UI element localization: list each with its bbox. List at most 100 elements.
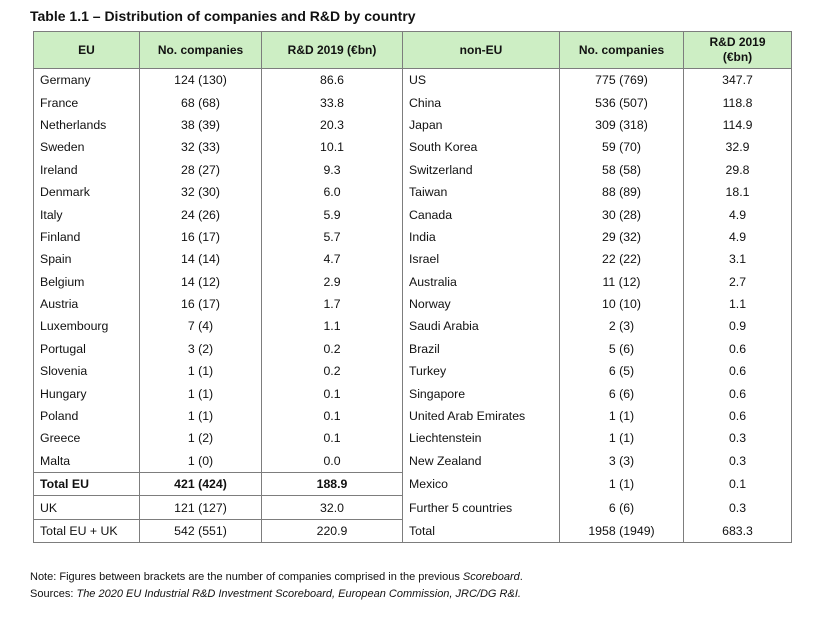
eu-rd-cell: 0.1 (261, 427, 403, 450)
eu-companies-cell: 14 (12) (139, 270, 262, 293)
noneu-rd-cell: 32.9 (683, 136, 792, 159)
noneu-companies-cell: 59 (70) (559, 136, 684, 159)
header-eu-rd: R&D 2019 (€bn) (261, 31, 403, 69)
table-title: Table 1.1 – Distribution of companies an… (30, 8, 416, 24)
eu-companies-cell: 1 (2) (139, 427, 262, 450)
noneu-country-cell: United Arab Emirates (402, 404, 560, 428)
eu-companies-cell: 1 (1) (139, 404, 262, 428)
table-row: Austria 16 (17) 1.7 Norway 10 (10) 1.1 (33, 292, 792, 316)
noneu-rd-cell: 29.8 (683, 158, 792, 181)
table-row: Italy 24 (26) 5.9 Canada 30 (28) 4.9 (33, 203, 792, 226)
noneu-companies-cell: 6 (6) (559, 495, 684, 520)
eu-country-cell: Italy (33, 203, 140, 226)
table-row: Total EU 421 (424) 188.9 Mexico 1 (1) 0.1 (33, 472, 792, 496)
table-row: Hungary 1 (1) 0.1 Singapore 6 (6) 0.6 (33, 382, 792, 405)
eu-companies-cell: 16 (17) (139, 225, 262, 249)
table-row: Sweden 32 (33) 10.1 South Korea 59 (70) 32.9 (33, 136, 792, 159)
header-noneu-rd-line1: R&D 2019 (709, 35, 766, 49)
data-table: EU No. companies R&D 2019 (€bn) non-EU N… (33, 31, 792, 544)
noneu-rd-cell: 0.6 (683, 360, 792, 383)
noneu-country-cell: Japan (402, 113, 560, 137)
eu-country-cell: Ireland (33, 158, 140, 181)
noneu-country-cell: Singapore (402, 382, 560, 405)
eu-companies-cell: 1 (1) (139, 382, 262, 405)
eu-companies-cell: 38 (39) (139, 113, 262, 137)
eu-companies-cell: 421 (424) (139, 472, 262, 496)
noneu-companies-cell: 1 (1) (559, 427, 684, 450)
noneu-companies-cell: 6 (5) (559, 360, 684, 383)
eu-rd-cell: 0.1 (261, 404, 403, 428)
eu-rd-cell: 2.9 (261, 270, 403, 293)
eu-rd-cell: 1.7 (261, 292, 403, 316)
table-row: Total EU + UK 542 (551) 220.9 Total 1958 (19… (33, 518, 792, 544)
noneu-companies-cell: 10 (10) (559, 292, 684, 316)
noneu-companies-cell: 536 (507) (559, 91, 684, 114)
noneu-country-cell: US (402, 68, 560, 92)
eu-rd-cell: 0.2 (261, 337, 403, 361)
eu-companies-cell: 542 (551) (139, 518, 262, 544)
header-noneu-rd-line2: (€bn) (722, 50, 753, 64)
table-row: Denmark 32 (30) 6.0 Taiwan 88 (89) 18.1 (33, 180, 792, 204)
table-row: Belgium 14 (12) 2.9 Australia 11 (12) 2.7 (33, 270, 792, 293)
noneu-companies-cell: 6 (6) (559, 382, 684, 405)
eu-country-cell: Sweden (33, 136, 140, 159)
table-row: Netherlands 38 (39) 20.3 Japan 309 (318) 114.… (33, 113, 792, 137)
noneu-country-cell: Israel (402, 248, 560, 271)
eu-companies-cell: 32 (33) (139, 136, 262, 159)
table-row: Germany 124 (130) 86.6 US 775 (769) 347.7 (33, 68, 792, 92)
eu-country-cell: Netherlands (33, 113, 140, 137)
table-row: Finland 16 (17) 5.7 India 29 (32) 4.9 (33, 225, 792, 249)
eu-country-cell: Slovenia (33, 360, 140, 383)
eu-country-cell: Total EU (33, 472, 140, 496)
noneu-rd-cell: 0.9 (683, 315, 792, 338)
noneu-companies-cell: 11 (12) (559, 270, 684, 293)
table-row: Malta 1 (0) 0.0 New Zealand 3 (3) 0.3 (33, 449, 792, 473)
noneu-country-cell: Further 5 countries (402, 495, 560, 520)
eu-country-cell: Finland (33, 225, 140, 249)
header-eu: EU (33, 31, 140, 69)
eu-country-cell: Malta (33, 449, 140, 473)
eu-rd-cell: 188.9 (261, 472, 403, 496)
eu-rd-cell: 0.2 (261, 360, 403, 383)
noneu-country-cell: India (402, 225, 560, 249)
eu-rd-cell: 5.9 (261, 203, 403, 226)
table-row: Portugal 3 (2) 0.2 Brazil 5 (6) 0.6 (33, 337, 792, 361)
eu-country-cell: Germany (33, 68, 140, 92)
noneu-country-cell: South Korea (402, 136, 560, 159)
eu-companies-cell: 124 (130) (139, 68, 262, 92)
eu-rd-cell: 0.1 (261, 382, 403, 405)
noneu-rd-cell: 4.9 (683, 225, 792, 249)
noneu-rd-cell: 0.6 (683, 404, 792, 428)
noneu-rd-cell: 347.7 (683, 68, 792, 92)
noneu-companies-cell: 1 (1) (559, 472, 684, 496)
noneu-country-cell: Canada (402, 203, 560, 226)
noneu-country-cell: Brazil (402, 337, 560, 361)
noneu-companies-cell: 22 (22) (559, 248, 684, 271)
eu-companies-cell: 16 (17) (139, 292, 262, 316)
eu-companies-cell: 1 (0) (139, 449, 262, 473)
eu-country-cell: Hungary (33, 382, 140, 405)
header-noneu-rd: R&D 2019 (€bn) (683, 31, 792, 69)
eu-companies-cell: 1 (1) (139, 360, 262, 383)
eu-country-cell: Portugal (33, 337, 140, 361)
noneu-companies-cell: 58 (58) (559, 158, 684, 181)
eu-rd-cell: 6.0 (261, 180, 403, 204)
noneu-companies-cell: 88 (89) (559, 180, 684, 204)
noneu-companies-cell: 3 (3) (559, 449, 684, 473)
noneu-companies-cell: 29 (32) (559, 225, 684, 249)
table-row: Slovenia 1 (1) 0.2 Turkey 6 (5) 0.6 (33, 360, 792, 383)
noneu-companies-cell: 30 (28) (559, 203, 684, 226)
header-noneu-companies: No. companies (559, 31, 684, 69)
eu-country-cell: Belgium (33, 270, 140, 293)
noneu-rd-cell: 4.9 (683, 203, 792, 226)
eu-country-cell: Denmark (33, 180, 140, 204)
eu-rd-cell: 33.8 (261, 91, 403, 114)
eu-rd-cell: 86.6 (261, 68, 403, 92)
eu-country-cell: France (33, 91, 140, 114)
eu-rd-cell: 0.0 (261, 449, 403, 473)
eu-companies-cell: 7 (4) (139, 315, 262, 338)
table-header-row: EU No. companies R&D 2019 (€bn) non-EU N… (33, 31, 792, 69)
noneu-country-cell: Switzerland (402, 158, 560, 181)
noneu-companies-cell: 1958 (1949) (559, 519, 684, 544)
noneu-rd-cell: 0.3 (683, 449, 792, 473)
